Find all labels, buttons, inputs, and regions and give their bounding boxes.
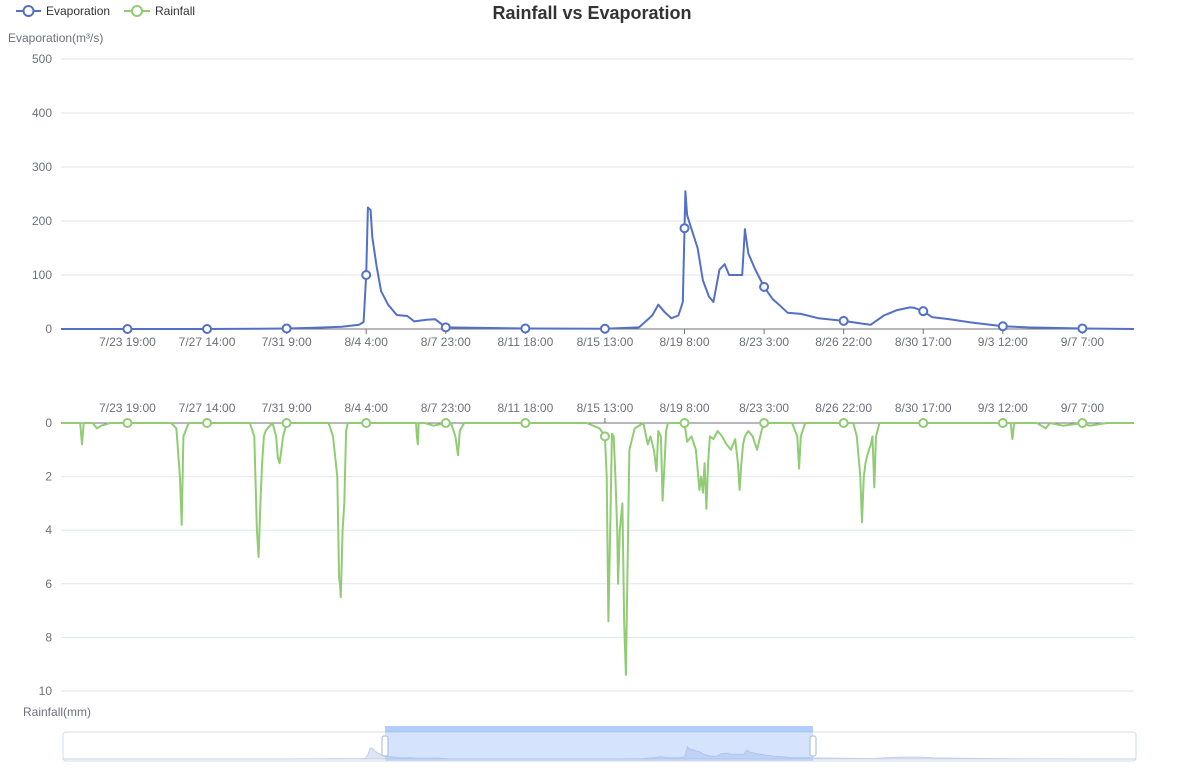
evaporation-x-ticks: 7/23 19:00 7/27 14:00 7/31 9:00 8/4 4:00 8/7… bbox=[99, 329, 1104, 349]
evaporation-point[interactable] bbox=[838, 315, 849, 326]
rainfall-y-tick-label: 10 bbox=[39, 684, 53, 698]
rainfall-y-tick-label: 8 bbox=[45, 630, 52, 644]
evaporation-y-tick-label: 300 bbox=[32, 160, 52, 174]
rainfall-x-tick-label: 8/15 13:00 bbox=[577, 401, 634, 415]
evaporation-point[interactable] bbox=[440, 322, 451, 333]
rainfall-point[interactable] bbox=[440, 418, 451, 428]
evaporation-x-tick-label: 9/3 12:00 bbox=[978, 335, 1028, 349]
rainfall-point[interactable] bbox=[838, 418, 849, 428]
evaporation-x-tick-label: 8/4 4:00 bbox=[345, 335, 389, 349]
evaporation-line[interactable] bbox=[61, 190, 1135, 330]
rainfall-x-tick-label: 8/7 23:00 bbox=[421, 401, 471, 415]
evaporation-y-tick-label: 100 bbox=[32, 268, 52, 282]
evaporation-point[interactable] bbox=[281, 323, 292, 334]
rainfall-point[interactable] bbox=[1077, 418, 1088, 428]
evaporation-y-tick-label: 400 bbox=[32, 106, 52, 120]
evaporation-axis-name: Evaporation(m³/s) bbox=[8, 31, 103, 45]
legend-rainfall-marker bbox=[131, 5, 143, 17]
evaporation-x-tick-label: 8/11 18:00 bbox=[497, 335, 553, 349]
rainfall-x-ticks: 7/23 19:00 7/27 14:00 7/31 9:00 8/4 4:00 8/7… bbox=[99, 401, 1104, 423]
rainfall-x-tick-label: 8/23 3:00 bbox=[739, 401, 789, 415]
evaporation-x-tick-label: 8/19 8:00 bbox=[659, 335, 709, 349]
evaporation-series[interactable] bbox=[61, 190, 1135, 334]
evaporation-y-ticks: 0 100 200 300 400 500 bbox=[32, 52, 52, 336]
evaporation-y-tick-label: 500 bbox=[32, 52, 52, 66]
evaporation-point[interactable] bbox=[361, 270, 372, 280]
evaporation-point[interactable] bbox=[202, 324, 213, 334]
data-zoom-move-handle[interactable] bbox=[385, 726, 813, 732]
rainfall-x-tick-label: 8/30 17:00 bbox=[895, 401, 952, 415]
evaporation-x-tick-label: 7/31 9:00 bbox=[262, 335, 312, 349]
evaporation-x-tick-label: 8/30 17:00 bbox=[895, 335, 952, 349]
evaporation-y-tick-label: 0 bbox=[45, 322, 52, 336]
evaporation-x-tick-label: 7/23 19:00 bbox=[99, 335, 156, 349]
evaporation-point[interactable] bbox=[918, 306, 929, 317]
evaporation-point[interactable] bbox=[599, 323, 610, 334]
rainfall-x-tick-label: 8/19 8:00 bbox=[659, 401, 709, 415]
data-zoom[interactable] bbox=[62, 726, 1137, 762]
legend-evaporation-label: Evaporation bbox=[46, 4, 110, 18]
rainfall-axis-name: Rainfall(mm) bbox=[23, 705, 91, 719]
legend-rainfall-label: Rainfall bbox=[155, 4, 195, 18]
data-zoom-window[interactable] bbox=[385, 726, 813, 761]
rainfall-x-tick-label: 7/23 19:00 bbox=[99, 401, 156, 415]
legend-evaporation-marker bbox=[22, 5, 35, 17]
rainfall-point[interactable] bbox=[759, 418, 770, 428]
rainfall-point[interactable] bbox=[997, 418, 1008, 428]
data-zoom-track[interactable] bbox=[62, 731, 1137, 762]
data-zoom-left-handle[interactable] bbox=[381, 735, 389, 757]
rainfall-point[interactable] bbox=[361, 418, 372, 428]
evaporation-gridlines bbox=[61, 58, 1134, 330]
rainfall-point[interactable] bbox=[281, 418, 292, 428]
rainfall-series[interactable] bbox=[61, 418, 1134, 676]
legend-rainfall[interactable]: Rainfall bbox=[124, 4, 195, 18]
evaporation-x-tick-label: 8/15 13:00 bbox=[577, 335, 634, 349]
rainfall-y-tick-label: 0 bbox=[45, 416, 52, 430]
rainfall-y-tick-label: 2 bbox=[45, 470, 52, 484]
evaporation-x-tick-label: 8/23 3:00 bbox=[739, 335, 789, 349]
rainfall-gridlines bbox=[61, 422, 1134, 692]
rainfall-x-tick-label: 9/7 7:00 bbox=[1061, 401, 1105, 415]
evaporation-x-tick-label: 8/26 22:00 bbox=[815, 335, 872, 349]
rainfall-x-tick-label: 7/31 9:00 bbox=[262, 401, 312, 415]
rainfall-y-ticks: 0 2 4 6 8 10 bbox=[39, 416, 53, 698]
evaporation-point[interactable] bbox=[1077, 323, 1088, 334]
rainfall-x-tick-label: 8/26 22:00 bbox=[815, 401, 872, 415]
data-zoom-right-handle[interactable] bbox=[809, 735, 817, 757]
rainfall-x-tick-label: 7/27 14:00 bbox=[179, 401, 236, 415]
evaporation-x-tick-label: 9/7 7:00 bbox=[1061, 335, 1105, 349]
rainfall-point[interactable] bbox=[599, 431, 610, 442]
evaporation-point[interactable] bbox=[122, 324, 133, 334]
rainfall-y-tick-label: 4 bbox=[45, 523, 52, 537]
evaporation-point[interactable] bbox=[759, 281, 770, 292]
rainfall-y-tick-label: 6 bbox=[45, 577, 52, 591]
evaporation-x-tick-label: 8/7 23:00 bbox=[421, 335, 471, 349]
legend-evaporation[interactable]: Evaporation bbox=[16, 4, 110, 18]
rainfall-point[interactable] bbox=[918, 418, 929, 428]
rainfall-point[interactable] bbox=[122, 418, 133, 428]
rainfall-x-tick-label: 9/3 12:00 bbox=[978, 401, 1028, 415]
rainfall-line[interactable] bbox=[61, 422, 1134, 676]
rainfall-point[interactable] bbox=[202, 418, 213, 428]
rainfall-x-tick-label: 8/4 4:00 bbox=[345, 401, 389, 415]
evaporation-point[interactable] bbox=[520, 323, 531, 334]
rainfall-x-tick-label: 8/11 18:00 bbox=[497, 401, 553, 415]
rainfall-point[interactable] bbox=[520, 418, 531, 428]
rainfall-point[interactable] bbox=[679, 418, 690, 428]
evaporation-point[interactable] bbox=[679, 223, 690, 234]
data-zoom-preview bbox=[63, 745, 1136, 760]
chart-title: Rainfall vs Evaporation bbox=[492, 3, 691, 23]
evaporation-x-tick-label: 7/27 14:00 bbox=[179, 335, 236, 349]
evaporation-point[interactable] bbox=[997, 321, 1008, 332]
evaporation-y-tick-label: 200 bbox=[32, 214, 52, 228]
